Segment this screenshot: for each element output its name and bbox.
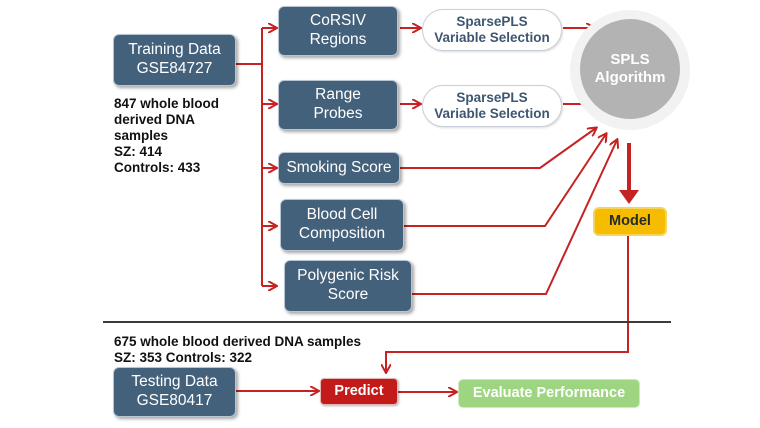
sparsepls-selection-corsiv: SparsePLS Variable Selection xyxy=(422,9,562,51)
feature-blood-cell-composition: Blood Cell Composition xyxy=(280,199,404,251)
model-box: Model xyxy=(593,207,667,236)
feature-smoking-score: Smoking Score xyxy=(278,152,400,184)
section-divider xyxy=(103,321,671,323)
feature-corsiv-regions: CoRSIV Regions xyxy=(278,6,398,56)
sparsepls-selection-range: SparsePLS Variable Selection xyxy=(422,85,562,127)
evaluate-performance-box: Evaluate Performance xyxy=(458,379,640,408)
feature-range-probes: Range Probes xyxy=(278,80,398,130)
spls-algorithm-circle: SPLS Algorithm xyxy=(580,19,680,119)
testing-samples-note: 675 whole blood derived DNA samples SZ: … xyxy=(114,334,362,365)
testing-data-box: Testing Data GSE80417 xyxy=(113,367,236,417)
feature-polygenic-risk-score: Polygenic Risk Score xyxy=(284,260,412,312)
training-data-box: Training Data GSE84727 xyxy=(113,34,236,86)
predict-box: Predict xyxy=(320,378,398,405)
training-samples-note: 847 whole blood derived DNA samples SZ: … xyxy=(114,96,220,175)
